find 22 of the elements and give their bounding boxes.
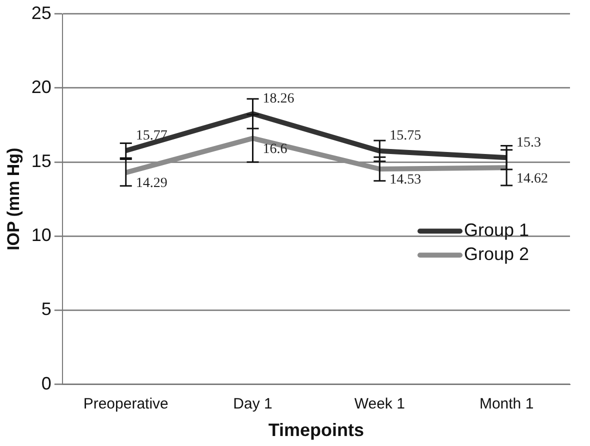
data-label: 14.62 (516, 171, 548, 186)
data-label: 15.77 (136, 128, 168, 144)
data-label: 14.29 (136, 176, 168, 192)
y-tick-label: 15 (31, 151, 52, 172)
legend-label: Group 2 (464, 244, 530, 264)
y-tick-label: 10 (31, 225, 52, 246)
data-label: 15.3 (516, 135, 542, 150)
x-tick-label: Preoperative (83, 396, 168, 413)
y-tick-label: 0 (41, 373, 52, 394)
x-tick-label: Week 1 (354, 396, 405, 413)
y-tick-label: 5 (41, 299, 52, 320)
x-tick-label: Month 1 (479, 396, 534, 413)
y-axis-title: IOP (mm Hg) (4, 148, 23, 250)
y-tick-label: 25 (31, 2, 52, 23)
x-tick-label: Day 1 (233, 396, 272, 413)
x-axis-title: Timepoints (268, 420, 364, 440)
y-tick-label: 20 (31, 76, 52, 97)
data-label: 14.53 (390, 172, 422, 188)
data-label: 15.75 (390, 128, 422, 144)
data-label: 18.26 (262, 91, 294, 106)
data-label: 16.6 (262, 142, 288, 157)
legend-label: Group 1 (464, 220, 530, 240)
